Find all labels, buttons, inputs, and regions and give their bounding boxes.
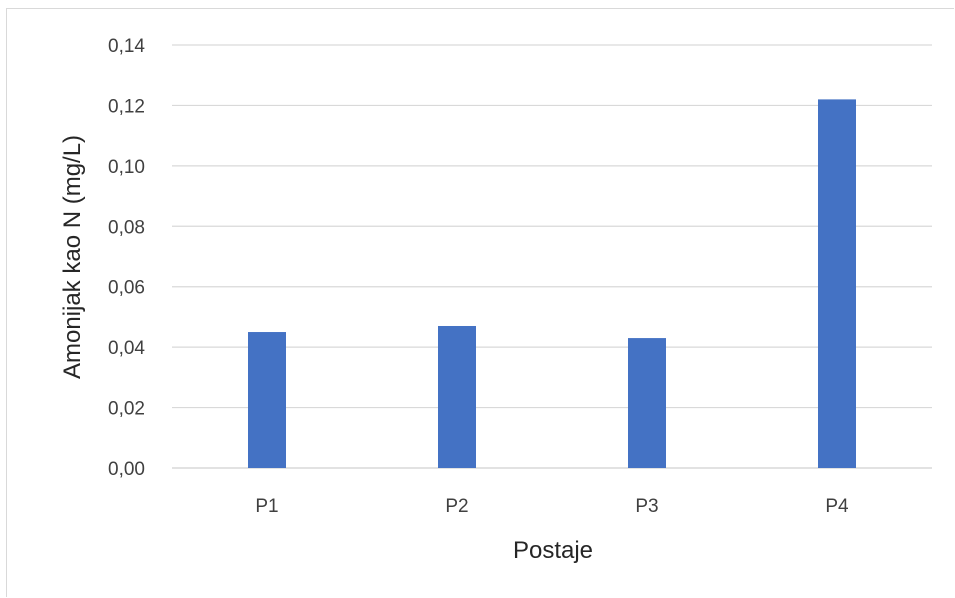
x-axis-title: Postaje	[513, 537, 593, 564]
bar-p4	[818, 99, 856, 468]
y-axis-title: Amonijak kao N (mg/L)	[59, 135, 86, 379]
y-tick-label: 0,10	[108, 157, 145, 178]
bars	[248, 99, 856, 468]
y-tick-label: 0,12	[108, 96, 145, 117]
y-tick-label: 0,14	[108, 36, 145, 57]
gridlines	[172, 44, 932, 469]
x-tick-label: P4	[825, 496, 849, 517]
x-tick-labels: P1 P2 P3 P4	[255, 496, 849, 517]
y-tick-label: 0,08	[108, 217, 145, 238]
y-tick-label: 0,02	[108, 399, 145, 420]
chart-frame	[6, 8, 954, 597]
bar-p1	[248, 332, 286, 468]
bar-p2	[438, 325, 476, 468]
y-tick-label: 0,04	[108, 338, 145, 359]
x-tick-label: P2	[445, 496, 468, 517]
y-tick-label: 0,06	[108, 278, 145, 299]
y-tick-labels: 0,00 0,02 0,04 0,06 0,08 0,10 0,12 0,14	[108, 36, 145, 480]
x-tick-label: P3	[635, 496, 658, 517]
y-tick-label: 0,00	[108, 459, 145, 480]
x-tick-label: P1	[255, 496, 278, 517]
bar-p3	[628, 338, 666, 468]
